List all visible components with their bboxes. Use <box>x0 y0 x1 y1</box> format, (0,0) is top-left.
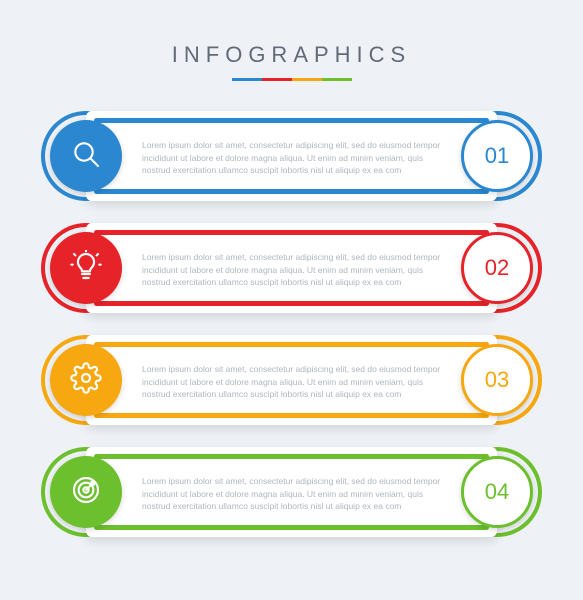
step-1-icon-circle <box>50 120 122 192</box>
step-2: Lorem ipsum dolor sit amet, consectetur … <box>50 223 533 313</box>
step-4-icon-circle <box>50 456 122 528</box>
step-4-bar: Lorem ipsum dolor sit amet, consectetur … <box>86 447 497 537</box>
step-3: Lorem ipsum dolor sit amet, consectetur … <box>50 335 533 425</box>
underline-seg-2 <box>262 78 292 81</box>
step-3-icon-circle <box>50 344 122 416</box>
steps-list: Lorem ipsum dolor sit amet, consectetur … <box>50 111 533 537</box>
step-2-icon-circle <box>50 232 122 304</box>
step-1-bar: Lorem ipsum dolor sit amet, consectetur … <box>86 111 497 201</box>
step-4-number: 04 <box>485 479 509 505</box>
step-3-number: 03 <box>485 367 509 393</box>
step-1-body: Lorem ipsum dolor sit amet, consectetur … <box>142 139 441 177</box>
step-2-body: Lorem ipsum dolor sit amet, consectetur … <box>142 251 441 289</box>
underline-seg-3 <box>292 78 322 81</box>
step-3-body: Lorem ipsum dolor sit amet, consectetur … <box>142 363 441 401</box>
step-1: Lorem ipsum dolor sit amet, consectetur … <box>50 111 533 201</box>
step-4-number-circle: 04 <box>461 456 533 528</box>
lightbulb-icon <box>70 250 102 287</box>
page-title: INFOGRAPHICS <box>50 42 533 68</box>
step-3-number-circle: 03 <box>461 344 533 416</box>
step-2-number-circle: 02 <box>461 232 533 304</box>
step-3-bar: Lorem ipsum dolor sit amet, consectetur … <box>86 335 497 425</box>
infographic-container: INFOGRAPHICS Lorem ipsum dolor sit amet,… <box>0 0 583 567</box>
step-1-number-circle: 01 <box>461 120 533 192</box>
magnifier-icon <box>70 138 102 175</box>
step-4: Lorem ipsum dolor sit amet, consectetur … <box>50 447 533 537</box>
step-2-number: 02 <box>485 255 509 281</box>
step-4-body: Lorem ipsum dolor sit amet, consectetur … <box>142 475 441 513</box>
target-icon <box>70 474 102 511</box>
gear-icon <box>70 362 102 399</box>
underline-seg-4 <box>322 78 352 81</box>
underline-seg-1 <box>232 78 262 81</box>
step-1-number: 01 <box>485 143 509 169</box>
title-underline <box>50 78 533 81</box>
step-2-bar: Lorem ipsum dolor sit amet, consectetur … <box>86 223 497 313</box>
